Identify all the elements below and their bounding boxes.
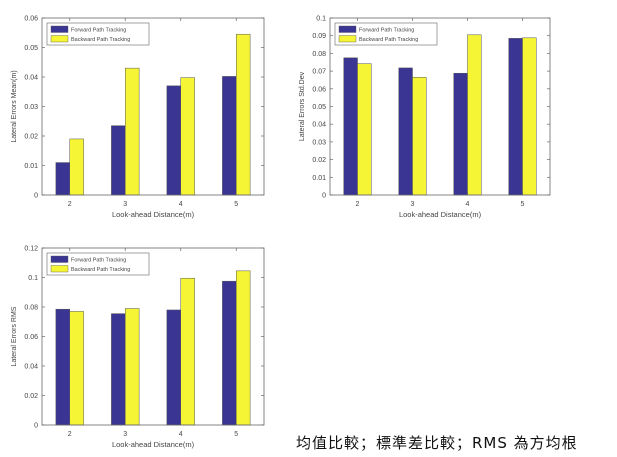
bar bbox=[166, 309, 181, 426]
x-tick-label: 2 bbox=[356, 201, 360, 208]
bar bbox=[398, 67, 413, 196]
bar bbox=[180, 277, 195, 426]
x-tick-label: 2 bbox=[68, 431, 72, 438]
bar bbox=[180, 77, 195, 196]
y-tick-label: 0.01 bbox=[24, 163, 38, 170]
legend-swatch bbox=[50, 25, 69, 33]
y-tick-label: 0.09 bbox=[312, 33, 326, 40]
legend-swatch bbox=[338, 35, 357, 43]
y-tick-label: 0.04 bbox=[24, 364, 38, 371]
x-axis-label: Look-ahead Distance(m) bbox=[112, 210, 195, 219]
x-tick-label: 3 bbox=[123, 201, 127, 208]
plot-frame bbox=[329, 17, 551, 196]
x-tick-label: 3 bbox=[123, 431, 127, 438]
legend-label: Forward Path Tracking bbox=[71, 258, 126, 264]
chart-panel: 2 3 4 5 0 0.02 0.04 0.06 0.08 0.1 0.12 Look-ahead D… bbox=[11, 246, 265, 449]
legend-swatch bbox=[50, 255, 69, 263]
bar bbox=[111, 125, 126, 196]
bar bbox=[125, 308, 140, 426]
y-tick-label: 0.04 bbox=[312, 122, 326, 129]
legend-swatch bbox=[50, 265, 69, 273]
y-tick-label: 0.01 bbox=[312, 175, 326, 182]
y-tick-label: 0 bbox=[322, 193, 326, 200]
y-axis-label: Lateral Errors RMS bbox=[11, 306, 18, 366]
bar bbox=[343, 57, 358, 196]
bar bbox=[357, 63, 372, 196]
y-tick-label: 0.1 bbox=[316, 16, 326, 23]
y-tick-label: 0.06 bbox=[24, 16, 38, 23]
legend-box bbox=[334, 22, 438, 46]
x-tick-label: 4 bbox=[179, 431, 183, 438]
bar bbox=[236, 270, 251, 426]
bar bbox=[69, 311, 84, 426]
legend-box bbox=[46, 252, 150, 276]
y-tick-label: 0.04 bbox=[24, 75, 38, 82]
y-tick-label: 0.06 bbox=[24, 334, 38, 341]
x-tick-label: 5 bbox=[234, 431, 238, 438]
x-axis-label: Look-ahead Distance(m) bbox=[399, 210, 482, 219]
y-tick-label: 0.03 bbox=[24, 104, 38, 111]
y-tick-label: 0.02 bbox=[312, 157, 326, 164]
y-tick-label: 0.07 bbox=[312, 69, 326, 76]
y-tick-label: 0.06 bbox=[312, 86, 326, 93]
bar bbox=[236, 33, 251, 196]
y-tick-label: 0.05 bbox=[312, 104, 326, 111]
plot-frame bbox=[41, 17, 265, 196]
x-tick-label: 4 bbox=[179, 201, 183, 208]
bar bbox=[412, 77, 427, 196]
bar bbox=[522, 37, 537, 196]
x-tick-label: 2 bbox=[68, 201, 72, 208]
chart-panel: 2 3 4 5 0 0.01 0.02 0.03 0.04 0.05 0.06 Look-ahead … bbox=[11, 16, 265, 219]
x-tick-label: 4 bbox=[466, 201, 470, 208]
legend-box bbox=[46, 22, 150, 46]
bar bbox=[222, 76, 237, 196]
bar bbox=[508, 38, 523, 196]
legend-label: Backward Path Tracking bbox=[71, 267, 130, 273]
bar bbox=[453, 72, 468, 196]
x-axis-label: Look-ahead Distance(m) bbox=[112, 440, 195, 449]
y-tick-label: 0.12 bbox=[24, 246, 38, 253]
bar bbox=[125, 67, 140, 196]
legend-swatch bbox=[50, 35, 69, 43]
bar bbox=[69, 138, 84, 196]
bar bbox=[55, 162, 70, 196]
y-tick-label: 0.05 bbox=[24, 45, 38, 52]
y-tick-label: 0.08 bbox=[312, 51, 326, 58]
bar bbox=[55, 308, 70, 426]
y-tick-label: 0.08 bbox=[24, 305, 38, 312]
legend-label: Forward Path Tracking bbox=[71, 28, 126, 34]
figure-caption: 均值比較；標準差比較；RMS 為方均根 bbox=[296, 434, 578, 452]
bar bbox=[467, 34, 482, 196]
y-axis-label: Lateral Errors Std.Dev bbox=[299, 71, 306, 141]
bar bbox=[222, 280, 237, 426]
x-tick-label: 3 bbox=[411, 201, 415, 208]
legend-label: Backward Path Tracking bbox=[359, 37, 418, 43]
plot-frame bbox=[41, 247, 265, 426]
y-tick-label: 0 bbox=[34, 193, 38, 200]
y-tick-label: 0.1 bbox=[28, 275, 38, 282]
y-axis-label: Lateral Errors Mean(m) bbox=[11, 70, 18, 142]
y-tick-label: 0 bbox=[34, 423, 38, 430]
y-tick-label: 0.02 bbox=[24, 134, 38, 141]
y-tick-label: 0.02 bbox=[24, 393, 38, 400]
bar bbox=[166, 85, 181, 196]
bar bbox=[111, 313, 126, 426]
legend-label: Forward Path Tracking bbox=[359, 28, 414, 34]
x-tick-label: 5 bbox=[521, 201, 525, 208]
x-tick-label: 5 bbox=[234, 201, 238, 208]
legend-label: Backward Path Tracking bbox=[71, 37, 130, 43]
y-tick-label: 0.03 bbox=[312, 139, 326, 146]
chart-panel: 2 3 4 5 0 0.01 0.02 0.03 0.04 0.05 0.06 0.07 0.08 0.0… bbox=[299, 16, 551, 219]
legend-swatch bbox=[338, 25, 357, 33]
